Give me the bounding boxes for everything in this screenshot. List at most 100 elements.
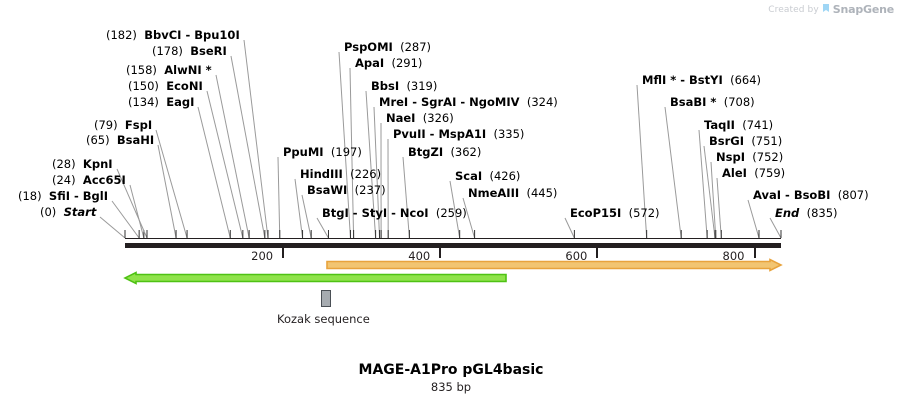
- site-position: (134): [128, 95, 159, 109]
- restriction-site-label-acc65i[interactable]: (24) Acc65I: [52, 174, 126, 186]
- site-position: (426): [489, 169, 521, 183]
- restriction-site-label-econi[interactable]: (150) EcoNI: [128, 80, 203, 92]
- restriction-site-label-sfii_blgi[interactable]: (18) SfiI - BglI: [18, 190, 108, 202]
- enzyme-name: SfiI: [48, 189, 71, 203]
- site-position: (708): [723, 95, 755, 109]
- restriction-site-label-end[interactable]: End (835): [775, 207, 838, 219]
- reverse-feature-arrow[interactable]: [123, 271, 507, 285]
- site-position: (287): [400, 40, 432, 54]
- sequence-backbone-bar[interactable]: [125, 243, 781, 248]
- site-position: (807): [837, 188, 869, 202]
- restriction-site-label-mrei_sgrai_ngomiv[interactable]: MreI - SgrAI - NgoMIV (324): [379, 96, 558, 108]
- site-position: (324): [526, 95, 558, 109]
- site-position: (226): [350, 167, 382, 181]
- site-position: (445): [526, 186, 558, 200]
- enzyme-separator: -: [70, 189, 83, 203]
- snapgene-watermark: Created by SnapGene: [768, 3, 894, 16]
- enzyme-separator: -: [348, 206, 362, 220]
- ruler-tick-mark-400: [439, 248, 442, 258]
- restriction-site-label-nmeaiii[interactable]: NmeAIII (445): [468, 187, 557, 199]
- enzyme-name: BstYI: [689, 73, 723, 87]
- ruler-tick-mark-800: [753, 248, 756, 258]
- restriction-site-label-bsabi[interactable]: BsaBI * (708): [670, 96, 755, 108]
- restriction-site-label-bseri[interactable]: (178) BseRI: [152, 45, 227, 57]
- enzyme-name: NgoMIV: [469, 95, 520, 109]
- restriction-site-label-nspi[interactable]: NspI (752): [716, 151, 783, 163]
- restriction-site-label-btgi_styi_ncoi[interactable]: BtgI - StyI - NcoI (259): [322, 207, 467, 219]
- enzyme-name: BbvCI: [144, 28, 182, 42]
- restriction-site-label-eagi[interactable]: (134) EagI: [128, 96, 194, 108]
- enzyme-separator: -: [456, 95, 470, 109]
- restriction-site-label-mfli_bstyi[interactable]: MflI * - BstYI (664): [642, 74, 761, 86]
- enzyme-name: SgrAI: [420, 95, 457, 109]
- enzyme-name: BsaHI: [116, 133, 155, 147]
- restriction-site-label-kpni[interactable]: (28) KpnI: [52, 158, 113, 170]
- restriction-site-label-ecop15i[interactable]: EcoP15I (572): [570, 207, 660, 219]
- restriction-site-label-start[interactable]: (0) Start: [40, 206, 96, 218]
- enzyme-name: BtgI: [322, 206, 349, 220]
- restriction-site-label-bbvci[interactable]: (182) BbvCI - Bpu10I: [106, 29, 240, 41]
- site-position: (150): [128, 79, 159, 93]
- enzyme-name: BsrGI: [709, 134, 744, 148]
- restriction-site-label-taqii[interactable]: TaqII (741): [704, 119, 773, 131]
- enzyme-name: PvuII: [393, 127, 426, 141]
- enzyme-name: BsaWI: [307, 183, 348, 197]
- snapgene-flag-icon: [822, 3, 829, 12]
- restriction-site-label-alwni[interactable]: (158) AlwNI *: [126, 64, 212, 76]
- enzyme-name: PpuMI: [283, 145, 324, 159]
- enzyme-name: Acc65I: [82, 173, 126, 187]
- enzyme-name: AleI: [722, 166, 747, 180]
- restriction-site-label-ppumi[interactable]: PpuMI (197): [283, 146, 362, 158]
- enzyme-name: KpnI: [82, 157, 113, 171]
- restriction-site-label-scai[interactable]: ScaI (426): [455, 170, 520, 182]
- enzyme-name: AvaI: [753, 188, 782, 202]
- sequence-length-label: 835 bp: [430, 380, 472, 394]
- enzyme-name: NmeAIII: [468, 186, 520, 200]
- ruler-tick-label-800: 800: [722, 249, 745, 263]
- restriction-site-label-btgzi[interactable]: BtgZI (362): [408, 146, 481, 158]
- site-position: (18): [18, 189, 42, 203]
- enzyme-name: BbsI: [371, 79, 400, 93]
- enzyme-separator: -: [408, 95, 421, 109]
- enzyme-name: EagI: [166, 95, 195, 109]
- restriction-site-label-naei[interactable]: NaeI (326): [386, 112, 454, 124]
- restriction-site-label-avai_bsobi[interactable]: AvaI - BsoBI (807): [753, 189, 869, 201]
- restriction-site-label-alei[interactable]: AleI (759): [722, 167, 785, 179]
- restriction-site-label-bsahi[interactable]: (65) BsaHI: [86, 134, 154, 146]
- restriction-site-label-bsawi[interactable]: BsaWI (237): [307, 184, 386, 196]
- restriction-site-label-hindiii[interactable]: HindIII (226): [300, 168, 381, 180]
- site-position: (572): [628, 206, 660, 220]
- restriction-site-label-pvuii_mspa1i[interactable]: PvuII - MspA1I (335): [393, 128, 524, 140]
- enzyme-name: BglI: [82, 189, 109, 203]
- enzyme-name: MspA1I: [438, 127, 487, 141]
- restriction-site-label-apai[interactable]: ApaI (291): [355, 57, 422, 69]
- site-position: (182): [106, 28, 137, 42]
- site-position: (237): [354, 183, 386, 197]
- site-position: (741): [742, 118, 774, 132]
- kozak-sequence-label: Kozak sequence: [277, 312, 370, 326]
- site-position: (197): [330, 145, 362, 159]
- restriction-site-label-pspomi[interactable]: PspOMI (287): [344, 41, 431, 53]
- kozak-sequence-marker[interactable]: [321, 290, 331, 307]
- forward-feature-arrow[interactable]: [326, 258, 783, 272]
- restriction-site-label-bsrgi[interactable]: BsrGI (751): [709, 135, 782, 147]
- enzyme-name: ApaI: [355, 56, 385, 70]
- enzyme-name: BsaBI *: [670, 95, 717, 109]
- site-position: (178): [152, 44, 183, 58]
- site-position: (28): [52, 157, 76, 171]
- enzyme-separator: -: [425, 127, 439, 141]
- enzyme-name: StyI: [361, 206, 388, 220]
- restriction-site-label-fspi[interactable]: (79) FspI: [94, 119, 152, 131]
- site-position: (362): [450, 145, 482, 159]
- sequence-line-thin: [125, 238, 781, 239]
- site-position: (664): [730, 73, 762, 87]
- ruler-tick-label-600: 600: [565, 249, 588, 263]
- enzyme-name: NcoI: [399, 206, 429, 220]
- enzyme-name: NspI: [716, 150, 745, 164]
- enzyme-name: Start: [63, 205, 97, 219]
- site-position: (752): [752, 150, 784, 164]
- enzyme-separator: -: [676, 73, 690, 87]
- enzyme-name: EcoNI: [166, 79, 203, 93]
- restriction-site-label-bbsi[interactable]: BbsI (319): [371, 80, 437, 92]
